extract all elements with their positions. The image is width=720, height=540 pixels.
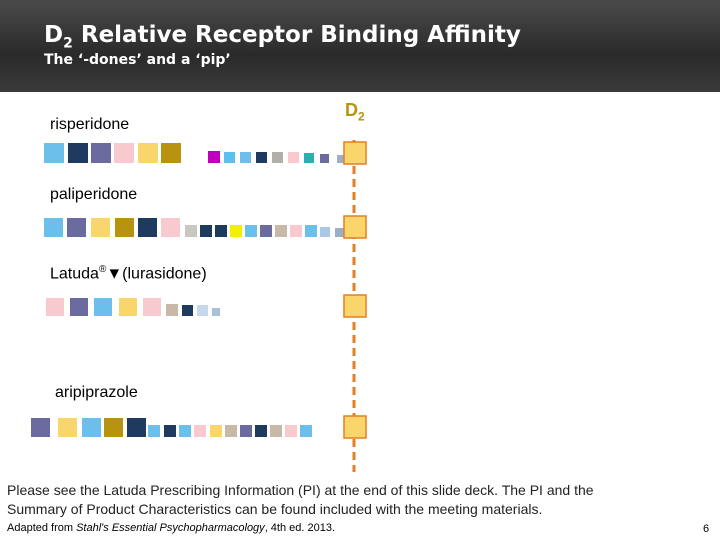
receptor-square [138,218,157,237]
receptor-square [320,154,329,163]
receptor-square [115,218,134,237]
receptor-square [70,298,88,316]
title-text: D [44,22,64,48]
black-triangle: ▼ [106,265,123,283]
receptor-square [164,425,176,437]
d2-square [343,141,367,165]
d2-square [343,415,367,439]
receptor-square [161,218,180,237]
source-text: Adapted from [7,522,77,534]
receptor-square [208,151,220,163]
receptor-square [166,304,178,316]
d2-square [343,294,367,318]
receptor-square [320,227,330,237]
receptor-square [255,425,267,437]
receptor-square [114,143,134,163]
receptor-square [245,225,257,237]
receptor-square [240,152,251,163]
receptor-square [44,143,64,163]
receptor-square [256,152,267,163]
receptor-square [119,298,137,316]
receptor-square [285,425,297,437]
receptor-square [138,143,158,163]
receptor-square [194,425,206,437]
receptor-square [148,425,160,437]
receptor-square [94,298,112,316]
receptor-square [46,298,64,316]
receptor-square [260,225,272,237]
receptor-square [212,308,220,316]
receptor-square [91,143,111,163]
receptor-square [304,153,314,163]
title: D2 Relative Receptor Binding Affinity [44,22,521,52]
title-text: Relative Receptor Binding Affinity [80,22,521,48]
d2-square [343,215,367,239]
receptor-square [161,143,181,163]
receptor-square [305,225,317,237]
receptor-square [288,152,299,163]
receptor-square [182,305,193,316]
registered-mark: ® [98,264,107,275]
header-band [0,0,720,92]
receptor-square [197,305,208,316]
receptor-square [270,425,282,437]
receptor-square [240,425,252,437]
receptor-square [210,425,222,437]
receptor-square [44,218,63,237]
drug-label: Latuda®▼(lurasidone) [50,264,207,283]
receptor-square [68,143,88,163]
receptor-square [127,418,146,437]
drug-label: aripiprazole [55,384,138,401]
receptor-square [143,298,161,316]
receptor-square [230,225,242,237]
receptor-square [337,155,345,163]
receptor-square [215,225,227,237]
receptor-square [335,228,344,237]
receptor-square [58,418,77,437]
generic-name: (lurasidone) [122,265,207,283]
receptor-square [91,218,110,237]
receptor-label: D2 [345,100,365,124]
receptor-square [225,425,237,437]
drug-label: risperidone [50,116,130,133]
page-number: 6 [703,523,710,535]
receptor-square [67,218,86,237]
receptor-text: D [345,100,358,120]
source: Adapted from Stahl's Essential Psychopha… [7,522,335,534]
receptor-square [185,225,197,237]
receptor-square [200,225,212,237]
receptor-square [275,225,287,237]
receptor-square [290,225,302,237]
receptor-square [179,425,191,437]
receptor-square [300,425,312,437]
note-text: Please see the Latuda Prescribing Inform… [7,482,594,498]
title-subscript: 2 [63,35,73,52]
source-title: Stahl's Essential Psychopharmacology [76,522,265,534]
source-text: , 4th ed. 2013. [264,522,336,534]
receptor-square [31,418,50,437]
receptor-square [272,152,283,163]
brand: Latuda [50,265,99,283]
receptor-square [104,418,123,437]
note-text: Summary of Product Characteristics can b… [7,501,543,517]
receptor-square [82,418,101,437]
receptor-square [224,152,235,163]
drug-label: paliperidone [50,186,138,203]
subtitle: The ‘-dones’ and a ‘pip’ [44,52,231,68]
receptor-subscript: 2 [358,109,365,124]
